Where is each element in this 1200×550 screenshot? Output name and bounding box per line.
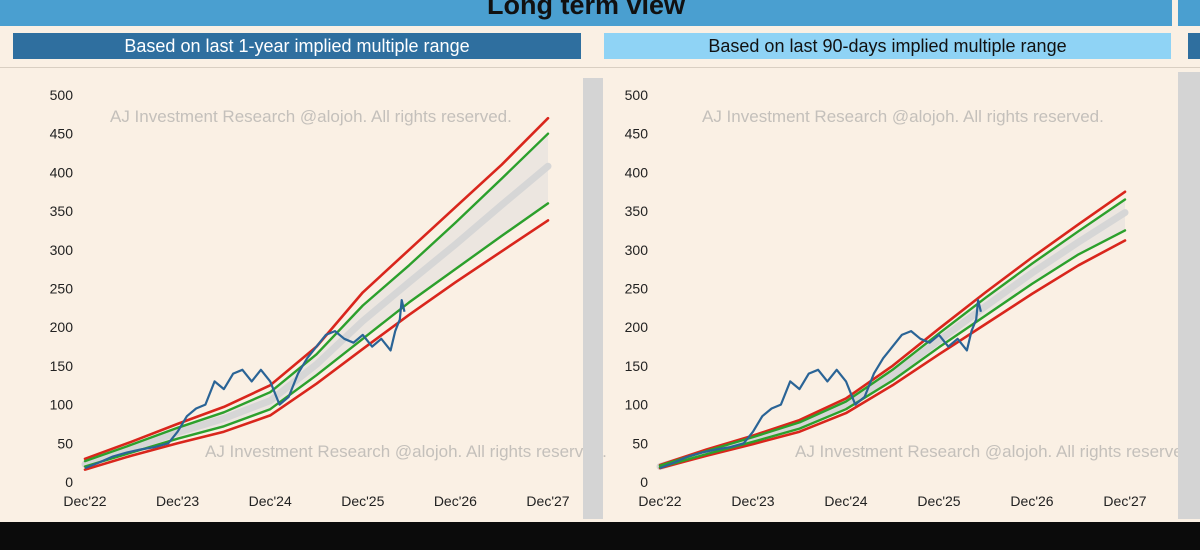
mid-band-line: [81, 162, 552, 468]
watermark-text: AJ Investment Research @alojoh. All righ…: [205, 442, 607, 461]
x-tick-label: Dec'23: [731, 493, 774, 509]
y-tick-label: 100: [50, 397, 74, 413]
scrollbar-right-panel[interactable]: [1178, 72, 1200, 519]
upper-red-band-line: [658, 190, 1127, 467]
upper-green-band-line: [83, 132, 550, 463]
y-tick-label: 0: [65, 474, 73, 490]
chart-2: AJ Investment Research @alojoh. All righ…: [625, 87, 1197, 509]
y-tick-label: 200: [50, 319, 74, 335]
page-title: Long term view: [486, 0, 686, 20]
y-tick-label: 250: [625, 281, 649, 297]
x-tick-label: Dec'27: [1103, 493, 1146, 509]
x-tick-label: Dec'22: [63, 493, 106, 509]
x-tick-label: Dec'25: [917, 493, 960, 509]
lower-red-band-line: [83, 219, 550, 471]
x-tick-label: Dec'23: [156, 493, 199, 509]
third-chart-header-stub: [1188, 33, 1200, 59]
y-tick-label: 300: [625, 242, 649, 258]
lower-red-band-line: [658, 239, 1127, 470]
x-tick-label: Dec'24: [249, 493, 292, 509]
y-tick-label: 150: [625, 358, 649, 374]
y-tick-label: 100: [625, 397, 649, 413]
y-tick-label: 500: [625, 87, 649, 103]
title-bar-extension: [1178, 0, 1200, 26]
y-tick-label: 200: [625, 319, 649, 335]
lower-green-band-line: [83, 202, 550, 468]
x-tick-label: Dec'27: [526, 493, 569, 509]
watermark-text: AJ Investment Research @alojoh. All righ…: [110, 107, 512, 126]
y-tick-label: 500: [50, 87, 74, 103]
y-tick-label: 450: [625, 126, 649, 142]
y-tick-label: 50: [632, 435, 648, 451]
y-tick-label: 150: [50, 358, 74, 374]
price-line: [659, 299, 982, 470]
y-tick-label: 350: [50, 203, 74, 219]
x-tick-label: Dec'22: [638, 493, 681, 509]
y-tick-label: 350: [625, 203, 649, 219]
title-bar: Long term view: [0, 0, 1172, 26]
y-tick-label: 250: [50, 281, 74, 297]
band-fill: [85, 133, 548, 467]
x-tick-label: Dec'26: [434, 493, 477, 509]
y-tick-label: 400: [625, 164, 649, 180]
right-chart-header: Based on last 90-days implied multiple r…: [604, 33, 1171, 59]
scrollbar-left-panel[interactable]: [583, 78, 603, 519]
upper-green-band-line: [658, 198, 1127, 467]
bottom-black-band: [0, 522, 1200, 550]
watermark-text: AJ Investment Research @alojoh. All righ…: [702, 107, 1104, 126]
price-line: [84, 299, 406, 470]
y-tick-label: 400: [50, 164, 74, 180]
x-tick-label: Dec'26: [1010, 493, 1053, 509]
header-divider: [0, 67, 1200, 68]
y-tick-label: 0: [640, 474, 648, 490]
y-tick-label: 300: [50, 242, 74, 258]
x-tick-label: Dec'24: [824, 493, 867, 509]
chart-1: AJ Investment Research @alojoh. All righ…: [50, 87, 607, 509]
y-tick-label: 450: [50, 126, 74, 142]
y-tick-label: 50: [57, 435, 73, 451]
x-tick-label: Dec'25: [341, 493, 384, 509]
watermark-text: AJ Investment Research @alojoh. All righ…: [795, 442, 1197, 461]
mid-band-line: [656, 209, 1129, 470]
upper-red-band-line: [83, 116, 550, 461]
left-chart-header: Based on last 1-year implied multiple ra…: [13, 33, 581, 59]
